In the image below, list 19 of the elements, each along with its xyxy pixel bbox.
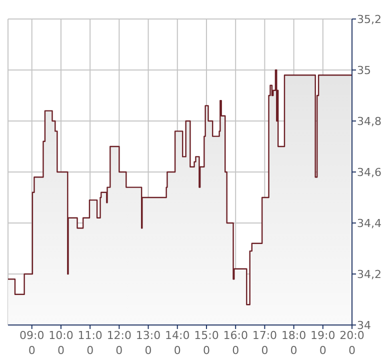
x-tick-label: 10:00: [48, 329, 74, 357]
x-tick-label: 12:00: [106, 329, 132, 357]
y-tick-label: 34,2: [357, 268, 382, 281]
y-tick-label: 34,4: [357, 216, 382, 230]
y-tick-label: 35: [357, 64, 371, 77]
x-tick-label: 09:00: [20, 329, 44, 357]
y-tick-label: 34,6: [357, 166, 382, 179]
x-tick-label: 19:00: [310, 329, 336, 357]
y-tick-label: 34,8: [357, 114, 382, 128]
x-tick-label: 11:00: [78, 329, 102, 357]
x-tick-label: 13:00: [136, 329, 161, 357]
y-tick-label: 35,2: [357, 12, 382, 26]
y-tick-label: 34: [357, 318, 371, 332]
x-tick-label: 15:00: [194, 329, 219, 357]
x-tick-label: 17:00: [252, 329, 278, 357]
x-tick-label: 18:00: [281, 329, 306, 357]
x-tick-label: 20:00: [340, 329, 364, 357]
x-tick-label: 14:00: [165, 329, 190, 357]
x-tick-label: 16:00: [223, 329, 248, 357]
